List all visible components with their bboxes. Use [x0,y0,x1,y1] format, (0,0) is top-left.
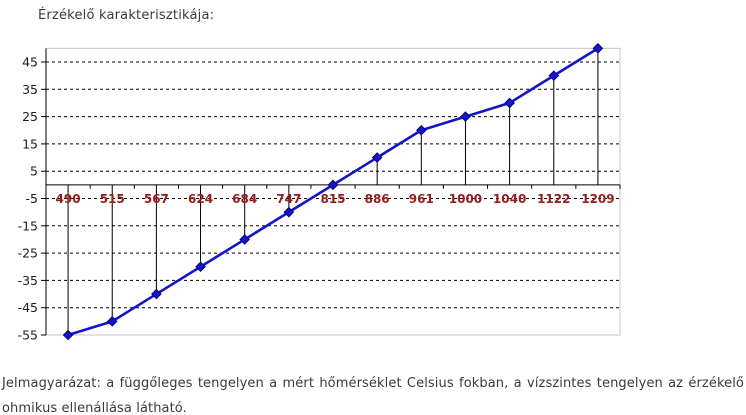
drop-lines [67,48,599,335]
y-tick-label: -25 [18,246,38,261]
data-point-marker [283,206,295,218]
data-point-marker [327,179,339,191]
x-tick-label: 684 [232,192,257,206]
y-tick-label: 5 [30,164,38,179]
y-tick-label: -55 [18,328,38,343]
x-tick-label: 567 [144,192,169,206]
x-tick-label: 1122 [537,192,570,206]
data-point-marker [106,316,118,327]
data-point-marker [460,111,471,122]
y-tick-label: -5 [26,191,38,206]
data-point-marker [504,97,515,109]
chart-caption: Jelmagyarázat: a függőleges tengelyen a … [2,376,744,415]
y-tick-label: 15 [22,136,38,151]
x-tick-label: 490 [56,192,81,206]
sensor-characteristic-chart: 45 35 25 15 5 -5 -15 -25 -35 -45 -55 490 515 567 624 68… [18,43,621,343]
x-tick-label: 815 [320,192,345,206]
y-axis: 45 35 25 15 5 -5 -15 -25 -35 -45 -55 [18,48,47,343]
y-tick-label: 35 [22,82,38,97]
data-point-marker [592,43,604,54]
data-point-marker [548,70,560,81]
chart-title: Érzékelő karakterisztikája: [38,8,215,23]
y-tick-label: 25 [22,109,38,124]
x-tick-label: 1209 [581,192,614,206]
x-tick-labels: 490 515 567 624 684 747 815 886 961 1000 1040 1122 1… [56,192,615,206]
x-tick-label: 1040 [493,192,526,206]
y-tick-label: 45 [22,55,38,70]
x-tick-label: 1000 [449,192,482,206]
data-point-marker [239,234,250,245]
x-tick-label: 886 [365,192,390,206]
data-point-marker [371,152,383,163]
data-point-marker [416,124,427,136]
x-tick-label: 624 [188,192,213,206]
x-tick-label: 515 [100,192,125,206]
data-point-marker [151,288,162,300]
x-tick-label: 747 [276,192,301,206]
y-tick-label: -35 [18,273,38,288]
y-tick-label: -45 [18,300,38,315]
data-point-marker [62,329,74,341]
x-tick-label: 961 [409,192,434,206]
y-tick-label: -15 [18,218,38,233]
data-point-marker [195,261,206,273]
data-point-markers [62,43,604,341]
